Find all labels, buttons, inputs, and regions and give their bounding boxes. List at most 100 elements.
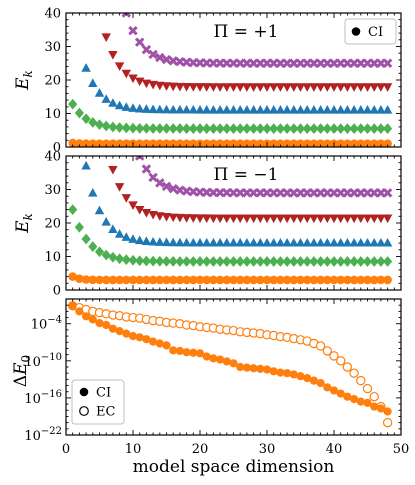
data-point: [202, 139, 211, 147]
data-point: [369, 123, 379, 134]
parity-label: Π = +1: [214, 22, 279, 42]
data-point: [343, 275, 352, 285]
data-point: [161, 237, 172, 247]
data-point: [302, 83, 312, 92]
legend: CI: [344, 18, 397, 45]
data-point: [295, 83, 306, 92]
data-point: [268, 83, 279, 92]
data-point: [215, 237, 225, 247]
data-point: [322, 346, 332, 356]
data-point: [175, 256, 185, 267]
data-point: [175, 275, 185, 285]
data-point: [289, 83, 299, 92]
x-tick-label: 20: [192, 442, 209, 457]
data-point: [275, 214, 286, 224]
data-point: [134, 235, 145, 245]
data-point: [162, 275, 171, 285]
data-point: [222, 123, 232, 134]
data-point: [182, 123, 192, 134]
data-point: [316, 256, 326, 267]
data-point: [275, 104, 286, 114]
data-point: [256, 139, 265, 147]
data-point: [201, 214, 212, 224]
legend: CI EC: [71, 379, 125, 425]
data-point: [322, 237, 333, 247]
data-point: [168, 139, 178, 147]
data-point: [248, 104, 259, 114]
data-point: [182, 348, 191, 357]
data-point: [249, 123, 259, 134]
data-point: [235, 275, 245, 285]
data-point: [161, 181, 172, 192]
data-point: [376, 104, 386, 114]
data-point: [155, 81, 165, 91]
data-point: [195, 214, 205, 223]
data-point: [108, 50, 118, 60]
data-point: [236, 362, 245, 372]
legend-marker: [79, 387, 89, 397]
data-point: [295, 104, 306, 114]
data-point: [248, 237, 259, 247]
data-point: [262, 237, 272, 247]
data-point: [282, 139, 292, 147]
data-point: [335, 83, 346, 92]
data-point: [162, 139, 171, 147]
data-point: [114, 100, 125, 110]
data-point: [342, 362, 353, 372]
data-point: [309, 123, 319, 134]
data-point: [282, 214, 292, 224]
data-point: [175, 123, 185, 134]
data-point: [95, 319, 104, 328]
data-point: [189, 348, 198, 357]
y-tick-label: 10−22: [24, 426, 62, 444]
data-point: [202, 123, 212, 134]
data-point: [181, 82, 192, 92]
data-point: [81, 113, 91, 125]
data-point: [108, 224, 118, 234]
data-point: [282, 275, 292, 285]
data-point: [235, 214, 245, 224]
data-point: [309, 237, 319, 247]
data-point: [262, 365, 272, 374]
data-point: [315, 341, 326, 351]
data-point: [228, 123, 239, 134]
data-point: [255, 237, 266, 247]
data-point: [229, 139, 238, 147]
data-point: [148, 210, 158, 220]
data-point: [188, 104, 199, 114]
data-point: [141, 123, 151, 134]
data-point: [216, 355, 225, 364]
data-point: [155, 52, 165, 63]
data-point: [242, 237, 252, 247]
data-point: [382, 104, 393, 114]
data-point: [323, 383, 332, 392]
data-point: [322, 104, 333, 114]
data-point: [115, 139, 124, 147]
data-point: [208, 83, 219, 92]
data-point: [382, 214, 393, 224]
data-point: [141, 255, 151, 267]
data-point: [148, 255, 158, 267]
data-point: [68, 301, 77, 310]
data-point: [262, 256, 272, 267]
data-point: [135, 122, 145, 134]
data-point: [262, 275, 272, 285]
data-point: [356, 214, 366, 224]
data-point: [161, 255, 172, 267]
data-point: [168, 56, 178, 66]
data-point: [295, 256, 306, 267]
data-point: [228, 256, 239, 267]
data-point: [81, 275, 91, 284]
data-point: [168, 213, 178, 223]
data-point: [108, 324, 117, 333]
data-point: [101, 120, 111, 132]
data-point: [282, 123, 292, 134]
data-point: [309, 139, 319, 147]
data-point: [315, 104, 326, 114]
data-point: [209, 139, 218, 147]
data-point: [289, 370, 298, 379]
data-point: [315, 237, 326, 247]
data-point: [309, 104, 319, 114]
y-tick-label: 40: [44, 7, 61, 22]
